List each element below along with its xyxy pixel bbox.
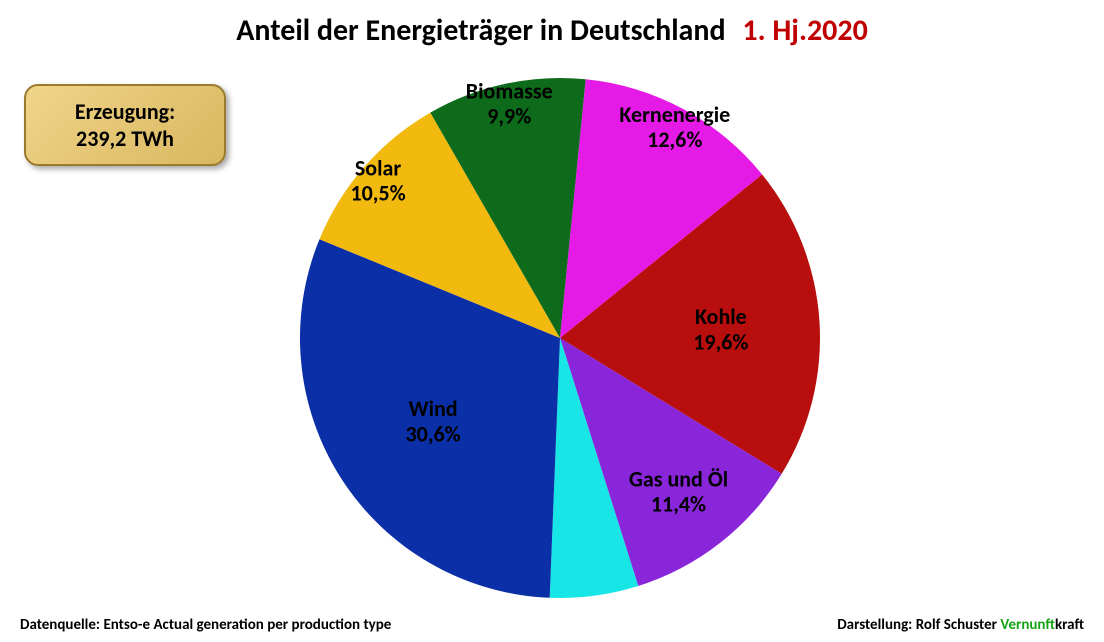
vernunft-word: Vernunft	[1000, 616, 1055, 634]
footer-source: Datenquelle: Entso-e Actual generation p…	[20, 616, 391, 634]
footer-credit: Darstellung: Rolf Schuster Vernunftkraft	[837, 616, 1084, 634]
slice-label-kohle: Kohle19,6%	[693, 303, 748, 355]
pie-chart: Kohle19,6%Gas und Öl11,4%Wasser5,5%Wind3…	[0, 58, 1104, 618]
slice-label-solar: Solar10,5%	[350, 154, 405, 206]
chart-title: Anteil der Energieträger in Deutschland …	[0, 12, 1104, 49]
title-suffix: 1. Hj.2020	[742, 12, 867, 49]
slice-label-wind: Wind30,6%	[406, 395, 461, 447]
title-main: Anteil der Energieträger in Deutschland	[236, 12, 725, 49]
footer: Datenquelle: Entso-e Actual generation p…	[20, 616, 1084, 634]
